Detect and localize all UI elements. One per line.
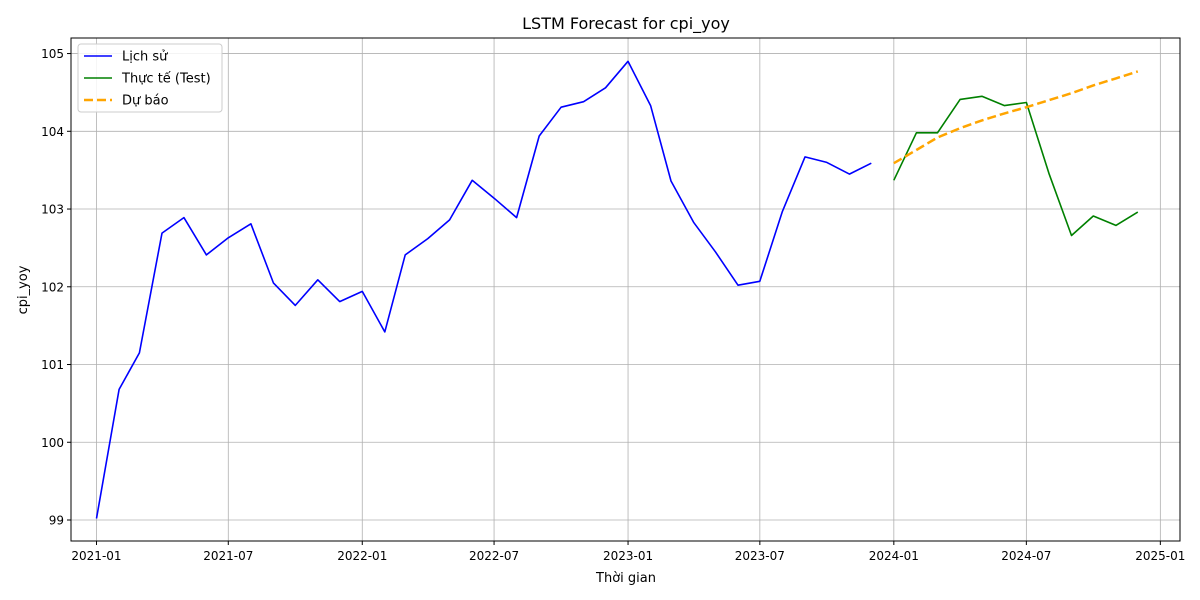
x-tick-label: 2023-01 [603, 549, 653, 563]
y-tick-label: 105 [41, 47, 64, 61]
x-axis-ticks: 2021-01 2021-07 2022-01 2022-07 2023-01 2023-… [71, 541, 1185, 563]
y-tick-label: 104 [41, 125, 64, 139]
x-tick-label: 2022-07 [469, 549, 519, 563]
plot-area-frame [70, 37, 1181, 542]
grid-lines [71, 38, 1180, 541]
y-tick-label: 100 [41, 436, 64, 450]
legend: Lịch sử Thực tế (Test) Dự báo [77, 43, 223, 113]
y-axis-title: cpi_yoy [16, 265, 31, 314]
y-tick-label: 102 [41, 280, 64, 294]
y-tick-label: 99 [49, 514, 64, 528]
x-tick-label: 2021-07 [203, 549, 253, 563]
series-line-3 [893, 70, 1139, 165]
legend-box [77, 43, 223, 113]
legend-label-3: Dự báo [122, 94, 169, 109]
series-line-1 [95, 60, 872, 519]
x-tick-label: 2025-01 [1135, 549, 1185, 563]
series-layer [95, 60, 1139, 519]
chart-title: LSTM Forecast for cpi_yoy [522, 14, 730, 34]
y-axis-ticks: 99 100 101 102 103 104 105 [41, 47, 71, 528]
x-tick-label: 2022-01 [337, 549, 387, 563]
legend-label-1: Lịch sử [122, 50, 168, 65]
y-tick-label: 101 [41, 358, 64, 372]
x-tick-label: 2024-07 [1001, 549, 1051, 563]
x-tick-label: 2023-07 [735, 549, 785, 563]
y-tick-label: 103 [41, 203, 64, 217]
series-line-2 [893, 95, 1139, 237]
x-tick-label: 2024-01 [869, 549, 919, 563]
legend-label-2: Thực tế (Test) [121, 72, 211, 87]
x-tick-label: 2021-01 [71, 549, 121, 563]
x-axis-title: Thời gian [595, 571, 656, 586]
